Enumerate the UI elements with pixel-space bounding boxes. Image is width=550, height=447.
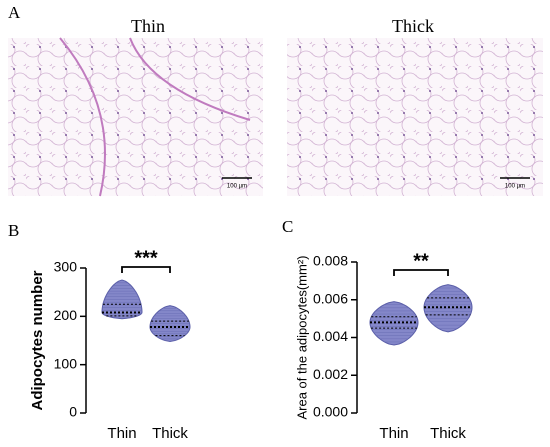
x-tick-label: Thin [107,425,136,442]
panel-label: C [282,217,293,236]
panel-label: B [8,221,19,240]
image-title: Thin [131,16,165,36]
y-tick-label: 100 [54,355,78,371]
y-tick-label: 0 [69,404,77,420]
significance-bracket [121,266,171,273]
histology-image [8,38,263,196]
histology-image [287,38,543,196]
scale-bar-label: 100 µm [227,184,247,190]
significance-bracket [393,269,449,276]
y-axis-label: Area of the adipocytes(mm²) [294,255,309,419]
significance-label: ** [413,250,429,272]
y-tick-label: 300 [54,259,78,275]
y-tick-label: 200 [54,307,78,323]
y-axis-label: Adipocytes number [29,270,46,410]
significance-label: *** [134,247,158,269]
x-tick-label: Thick [152,425,188,442]
x-tick-label: Thick [430,425,466,442]
y-tick-label: 0.002 [313,366,348,382]
image-title: Thick [392,16,434,36]
tissue-septum [59,37,251,197]
y-tick-label: 0.008 [313,253,348,269]
y-tick-label: 0.000 [313,404,348,420]
panel-label: A [8,3,21,22]
x-tick-label: Thin [379,425,408,442]
y-tick-label: 0.004 [313,328,348,344]
scale-bar-label: 100 µm [505,184,525,190]
y-tick-label: 0.006 [313,290,348,306]
